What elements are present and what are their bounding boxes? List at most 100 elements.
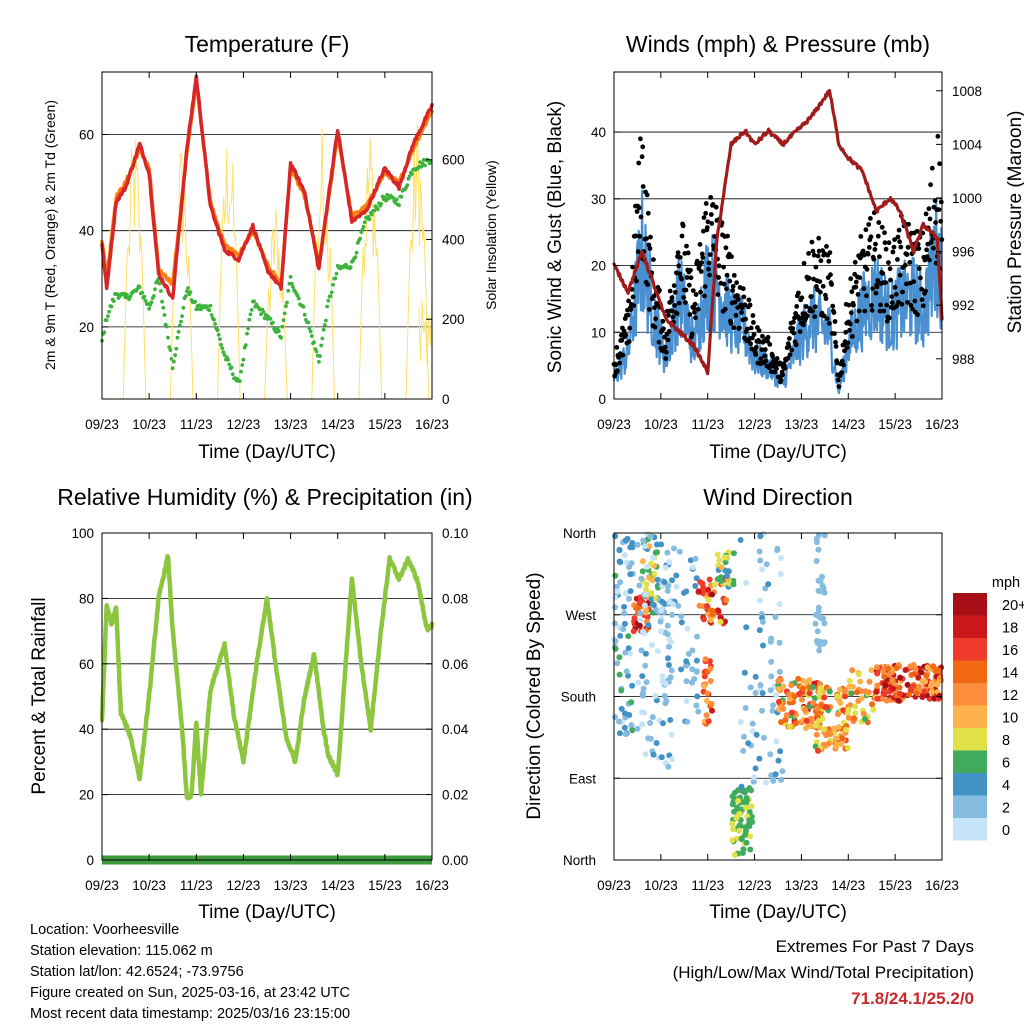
gust-point: [860, 248, 866, 254]
wind-direction-point: [740, 846, 747, 853]
gust-point: [862, 308, 868, 314]
gust-point: [701, 215, 707, 221]
wind-direction-point: [676, 548, 683, 555]
dewpoint-point: [170, 366, 175, 371]
gust-point: [698, 269, 704, 274]
wind-direction-point: [821, 694, 828, 701]
wind-direction-point: [625, 633, 632, 640]
gust-point: [619, 337, 625, 343]
gust-point: [663, 349, 669, 355]
dewpoint-point: [245, 331, 249, 336]
wind-direction-point: [714, 576, 721, 583]
wind-direction-point: [658, 607, 665, 614]
wind-direction-point: [934, 681, 941, 688]
wind-direction-point: [881, 690, 888, 697]
wind-direction-panel: Wind Direction NorthWestSouthEastNorth09…: [524, 484, 1024, 923]
wind-direction-point: [731, 789, 738, 796]
wind-direction-point: [752, 690, 759, 696]
gust-point: [640, 184, 646, 189]
wind-direction-point: [848, 690, 855, 697]
gust-point: [703, 210, 709, 216]
wind-direction-point: [614, 660, 621, 667]
gust-point: [843, 329, 849, 335]
relative-humidity-line: [99, 553, 435, 801]
wind-direction-point: [654, 549, 660, 556]
gust-point: [938, 199, 944, 205]
wind-direction-point: [634, 605, 641, 612]
wind-direction-point: [800, 685, 806, 692]
gust-point: [806, 251, 811, 256]
wind-direction-point: [789, 709, 795, 716]
wind-direction-point: [639, 568, 646, 575]
figure-created: Figure created on Sun, 2025-03-16, at 23…: [30, 985, 350, 1001]
gust-point: [919, 297, 925, 303]
wind-direction-point: [621, 724, 628, 731]
humidity-y2-tick-label: 0.04: [442, 722, 469, 737]
wind-direction-point: [665, 582, 672, 589]
gust-point: [700, 255, 706, 260]
wind-direction-point: [681, 589, 687, 596]
gust-point: [928, 240, 934, 245]
dewpoint-point: [169, 357, 174, 361]
gust-point: [704, 225, 710, 230]
colorbar-swatch: [953, 660, 987, 683]
gust-point: [715, 292, 721, 297]
temperature-x-tick-label: 16/23: [415, 417, 449, 432]
wind-direction-point: [622, 649, 629, 656]
colorbar-swatch: [953, 705, 987, 728]
wind-direction-point: [729, 837, 736, 844]
gust-point: [674, 311, 680, 316]
dewpoint-point: [319, 343, 324, 348]
wind-direction-point: [813, 558, 820, 564]
humidity-x-tick-label: 09/23: [85, 878, 119, 893]
gust-point: [777, 360, 783, 366]
gust-point: [683, 300, 688, 305]
dewpoint-point: [320, 336, 325, 341]
wind-direction-point: [806, 690, 813, 697]
gust-point: [801, 260, 807, 266]
wind-direction-point: [729, 820, 736, 827]
wind-direction-point: [843, 726, 850, 733]
gust-point: [706, 260, 712, 266]
wind-direction-point: [700, 616, 707, 623]
gust-point: [746, 297, 752, 303]
humidity-x-tick-label: 13/23: [274, 878, 308, 893]
dewpoint-point: [312, 340, 316, 345]
dewpoint-point: [358, 236, 362, 241]
gust-point: [780, 372, 786, 377]
gust-point: [730, 284, 736, 289]
wind-direction-point: [668, 731, 675, 738]
dewpoint-point: [205, 304, 209, 309]
gust-point: [652, 324, 658, 330]
wind-direction-point: [730, 550, 737, 557]
gust-point: [839, 370, 845, 375]
dewpoint-point: [348, 265, 353, 270]
winds-x-tick-label: 09/23: [597, 417, 631, 432]
gust-point: [797, 329, 803, 334]
gust-point: [877, 308, 883, 314]
wind-direction-point: [826, 688, 833, 695]
wind-direction-point: [612, 604, 618, 611]
wind-direction-point: [924, 664, 931, 671]
temperature-x-tick-label: 15/23: [368, 417, 402, 432]
gust-point: [639, 154, 645, 160]
wind-direction-point: [612, 572, 619, 579]
wind-direction-point: [906, 691, 913, 698]
wind-direction-point: [658, 541, 665, 548]
wind-direction-point: [643, 581, 650, 588]
gust-point: [893, 291, 899, 297]
dewpoint-point: [307, 326, 312, 331]
dewpoint-point: [306, 320, 311, 325]
dewpoint-point: [302, 312, 307, 317]
gust-point: [931, 245, 936, 251]
dewpoint-point: [193, 299, 198, 304]
dewpoint-point: [360, 227, 365, 232]
dewpoint-point: [212, 317, 216, 322]
gust-point: [671, 283, 677, 288]
gust-point: [887, 266, 893, 272]
colorbar-swatch: [953, 638, 987, 661]
wind-direction-point: [662, 680, 669, 687]
dewpoint-point: [334, 271, 339, 276]
wind-direction-point: [703, 712, 710, 719]
gust-point: [651, 293, 657, 299]
